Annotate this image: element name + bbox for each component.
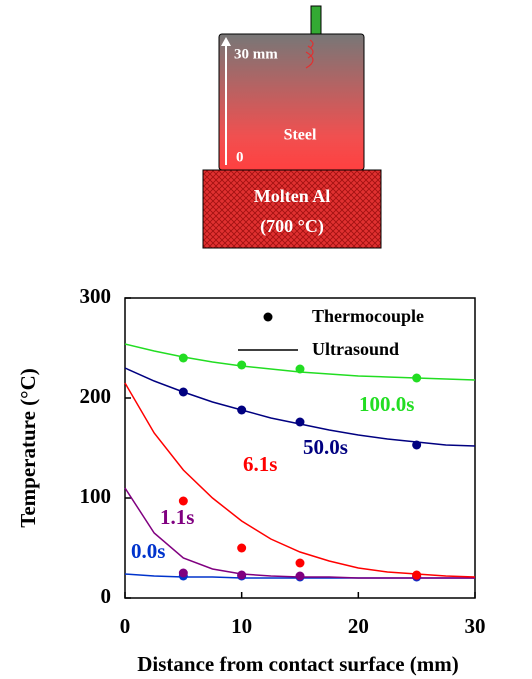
setup-diagram: 30 mm Steel 0 Molten Al (700 °C) [203, 6, 381, 248]
x-tick-label: 10 [231, 614, 252, 638]
series-label: 50.0s [303, 435, 348, 459]
ultrasound-curve [125, 383, 475, 577]
thermocouple-point [296, 365, 305, 374]
series-label: 6.1s [243, 452, 277, 476]
y-tick-label: 200 [80, 384, 112, 408]
thermocouple-point [237, 406, 246, 415]
thermocouple-point [179, 388, 188, 397]
x-tick-label: 30 [465, 614, 486, 638]
y-tick-label: 0 [101, 584, 112, 608]
thermocouple-point [412, 571, 421, 580]
x-tick-label: 20 [348, 614, 369, 638]
thermocouple-point [296, 559, 305, 568]
steel-label: Steel [284, 127, 317, 144]
thermocouple-point [296, 572, 305, 581]
figure: 30 mm Steel 0 Molten Al (700 °C) Distanc… [0, 0, 532, 679]
legend-label: Ultrasound [312, 339, 399, 359]
transducer [311, 6, 321, 34]
series-label: 1.1s [160, 505, 194, 529]
thermocouple-point [179, 569, 188, 578]
melt-temp-label: (700 °C) [260, 216, 324, 237]
legend-dot [264, 313, 273, 322]
thermocouple-point [296, 418, 305, 427]
molten-al [203, 170, 381, 248]
legend-label: Thermocouple [312, 306, 424, 326]
origin-label: 0 [236, 149, 244, 165]
thermocouple-point [237, 361, 246, 370]
thermocouple-point [237, 571, 246, 580]
y-tick-label: 300 [80, 284, 112, 308]
ultrasound-curve [125, 368, 475, 446]
x-tick-label: 0 [120, 614, 131, 638]
thermocouple-point [179, 354, 188, 363]
thermocouple-point [412, 441, 421, 450]
x-axis-title: Distance from contact surface (mm) [137, 652, 459, 676]
y-tick-label: 100 [80, 484, 112, 508]
melt-label: Molten Al [254, 186, 331, 206]
series-label: 100.0s [359, 392, 414, 416]
series-label: 0.0s [131, 539, 165, 563]
ultrasound-curve [125, 344, 475, 380]
y-axis-title: Temperature (°C) [16, 368, 40, 527]
thermocouple-point [412, 374, 421, 383]
thermocouple-point [179, 497, 188, 506]
thermocouple-point [237, 544, 246, 553]
thickness-label: 30 mm [234, 46, 278, 62]
